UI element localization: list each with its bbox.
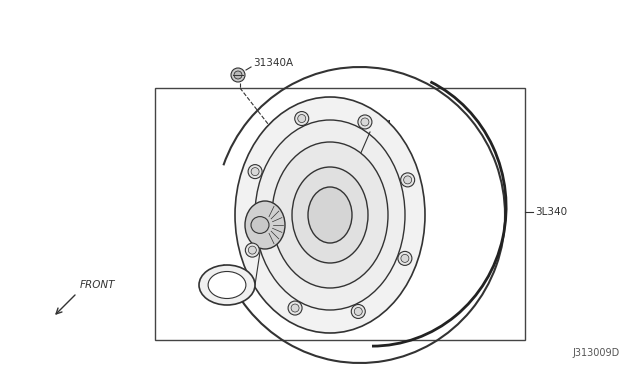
Circle shape [251,168,259,176]
Circle shape [361,118,369,126]
Circle shape [231,68,245,82]
Text: 31344: 31344 [248,241,281,251]
Ellipse shape [308,187,352,243]
Circle shape [401,173,415,187]
Circle shape [234,71,242,79]
Circle shape [355,308,362,315]
Circle shape [351,304,365,318]
Ellipse shape [245,201,285,249]
Ellipse shape [235,97,425,333]
Ellipse shape [251,217,269,233]
Circle shape [248,165,262,179]
Text: 3L340: 3L340 [535,207,567,217]
Text: 31340A: 31340A [253,58,293,68]
Circle shape [245,243,259,257]
Circle shape [295,112,308,125]
Ellipse shape [292,167,368,263]
Circle shape [401,254,409,262]
Text: FRONT: FRONT [80,280,115,290]
Bar [155,88,525,340]
Circle shape [291,304,299,312]
Circle shape [398,251,412,265]
Circle shape [288,301,302,315]
Ellipse shape [208,272,246,298]
Text: 31362M: 31362M [349,120,391,130]
Ellipse shape [255,120,405,310]
Ellipse shape [272,142,388,288]
Circle shape [298,115,306,122]
Circle shape [358,115,372,129]
Ellipse shape [199,265,255,305]
Text: J313009D: J313009D [573,348,620,358]
Circle shape [404,176,412,184]
Circle shape [248,246,257,254]
